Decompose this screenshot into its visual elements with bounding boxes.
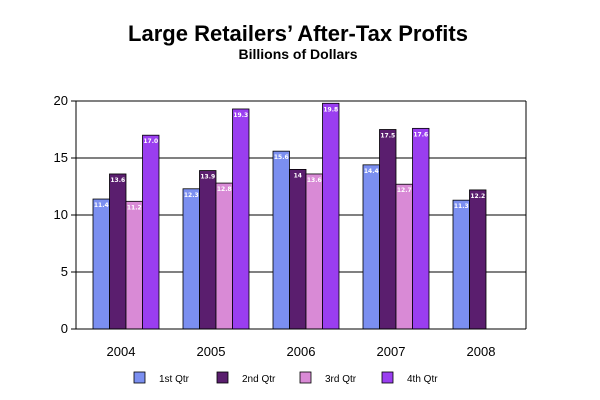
data-label: 19.8: [323, 106, 338, 113]
legend-label: 4th Qtr: [407, 374, 438, 385]
data-label: 17.5: [380, 133, 395, 140]
x-tick-label: 2008: [467, 344, 496, 359]
chart-subtitle: Billions of Dollars: [238, 46, 357, 62]
bar: [452, 199, 470, 330]
data-label: 12.2: [470, 193, 485, 200]
chart-title: Large Retailers’ After-Tax Profits: [128, 21, 468, 46]
bars-layer: 11.4 13.6 11.2 17.0 12.3 13.912.8 19.3 15.6 14 13…: [92, 102, 487, 330]
y-tick-label: 10: [54, 207, 68, 222]
bar: [92, 198, 110, 330]
x-tick-label: 2007: [377, 344, 406, 359]
bar: [322, 102, 340, 330]
x-tick-label: 2006: [287, 344, 316, 359]
bar: [272, 150, 290, 330]
bar: [142, 134, 160, 330]
data-label: 17.6: [413, 131, 428, 138]
bar: [305, 173, 323, 330]
data-label: 12.8: [217, 186, 232, 193]
legend-swatch: [216, 371, 229, 384]
x-tick-label: 2004: [107, 344, 136, 359]
bar: [362, 164, 380, 330]
x-tick-label: 2005: [197, 344, 226, 359]
bar: [412, 127, 430, 330]
legend: 1st Qtr 2nd Qtr 3rd Qtr 4th Qtr: [133, 371, 438, 385]
bar: [469, 189, 487, 330]
data-label: 12.3: [184, 192, 199, 199]
bar: [232, 108, 250, 330]
data-label: 11.3: [454, 203, 469, 210]
data-label: 14.4: [364, 168, 379, 175]
y-tick-label: 15: [54, 150, 68, 165]
bar: [379, 129, 397, 330]
data-label: 13.9: [200, 174, 215, 181]
y-tick-label: 5: [61, 264, 68, 279]
bar: [199, 170, 217, 330]
y-tick-label: 0: [61, 321, 68, 336]
data-label: 12.7: [397, 187, 412, 194]
bar: [125, 200, 143, 330]
bar: [395, 183, 413, 330]
data-label: 17.0: [143, 138, 158, 145]
data-label: 14: [294, 172, 302, 179]
bar: [289, 168, 307, 330]
legend-swatch: [381, 371, 394, 384]
axis-layer: 0 5 10 15 20 2004 2005 2006 2007 2008: [54, 93, 527, 359]
legend-label: 1st Qtr: [159, 374, 190, 385]
bar: [215, 182, 233, 330]
data-label: 15.6: [274, 154, 289, 161]
y-tick-label: 20: [54, 93, 68, 108]
legend-label: 3rd Qtr: [325, 374, 357, 385]
data-label: 13.6: [307, 177, 322, 184]
data-label: 11.2: [127, 204, 142, 211]
data-label: 11.4: [94, 202, 109, 209]
legend-label: 2nd Qtr: [242, 374, 276, 385]
bar: [109, 173, 127, 330]
bar: [182, 188, 200, 330]
legend-swatch: [299, 371, 312, 384]
data-label: 13.6: [110, 177, 125, 184]
legend-swatch: [133, 371, 146, 384]
data-label: 19.3: [233, 112, 248, 119]
